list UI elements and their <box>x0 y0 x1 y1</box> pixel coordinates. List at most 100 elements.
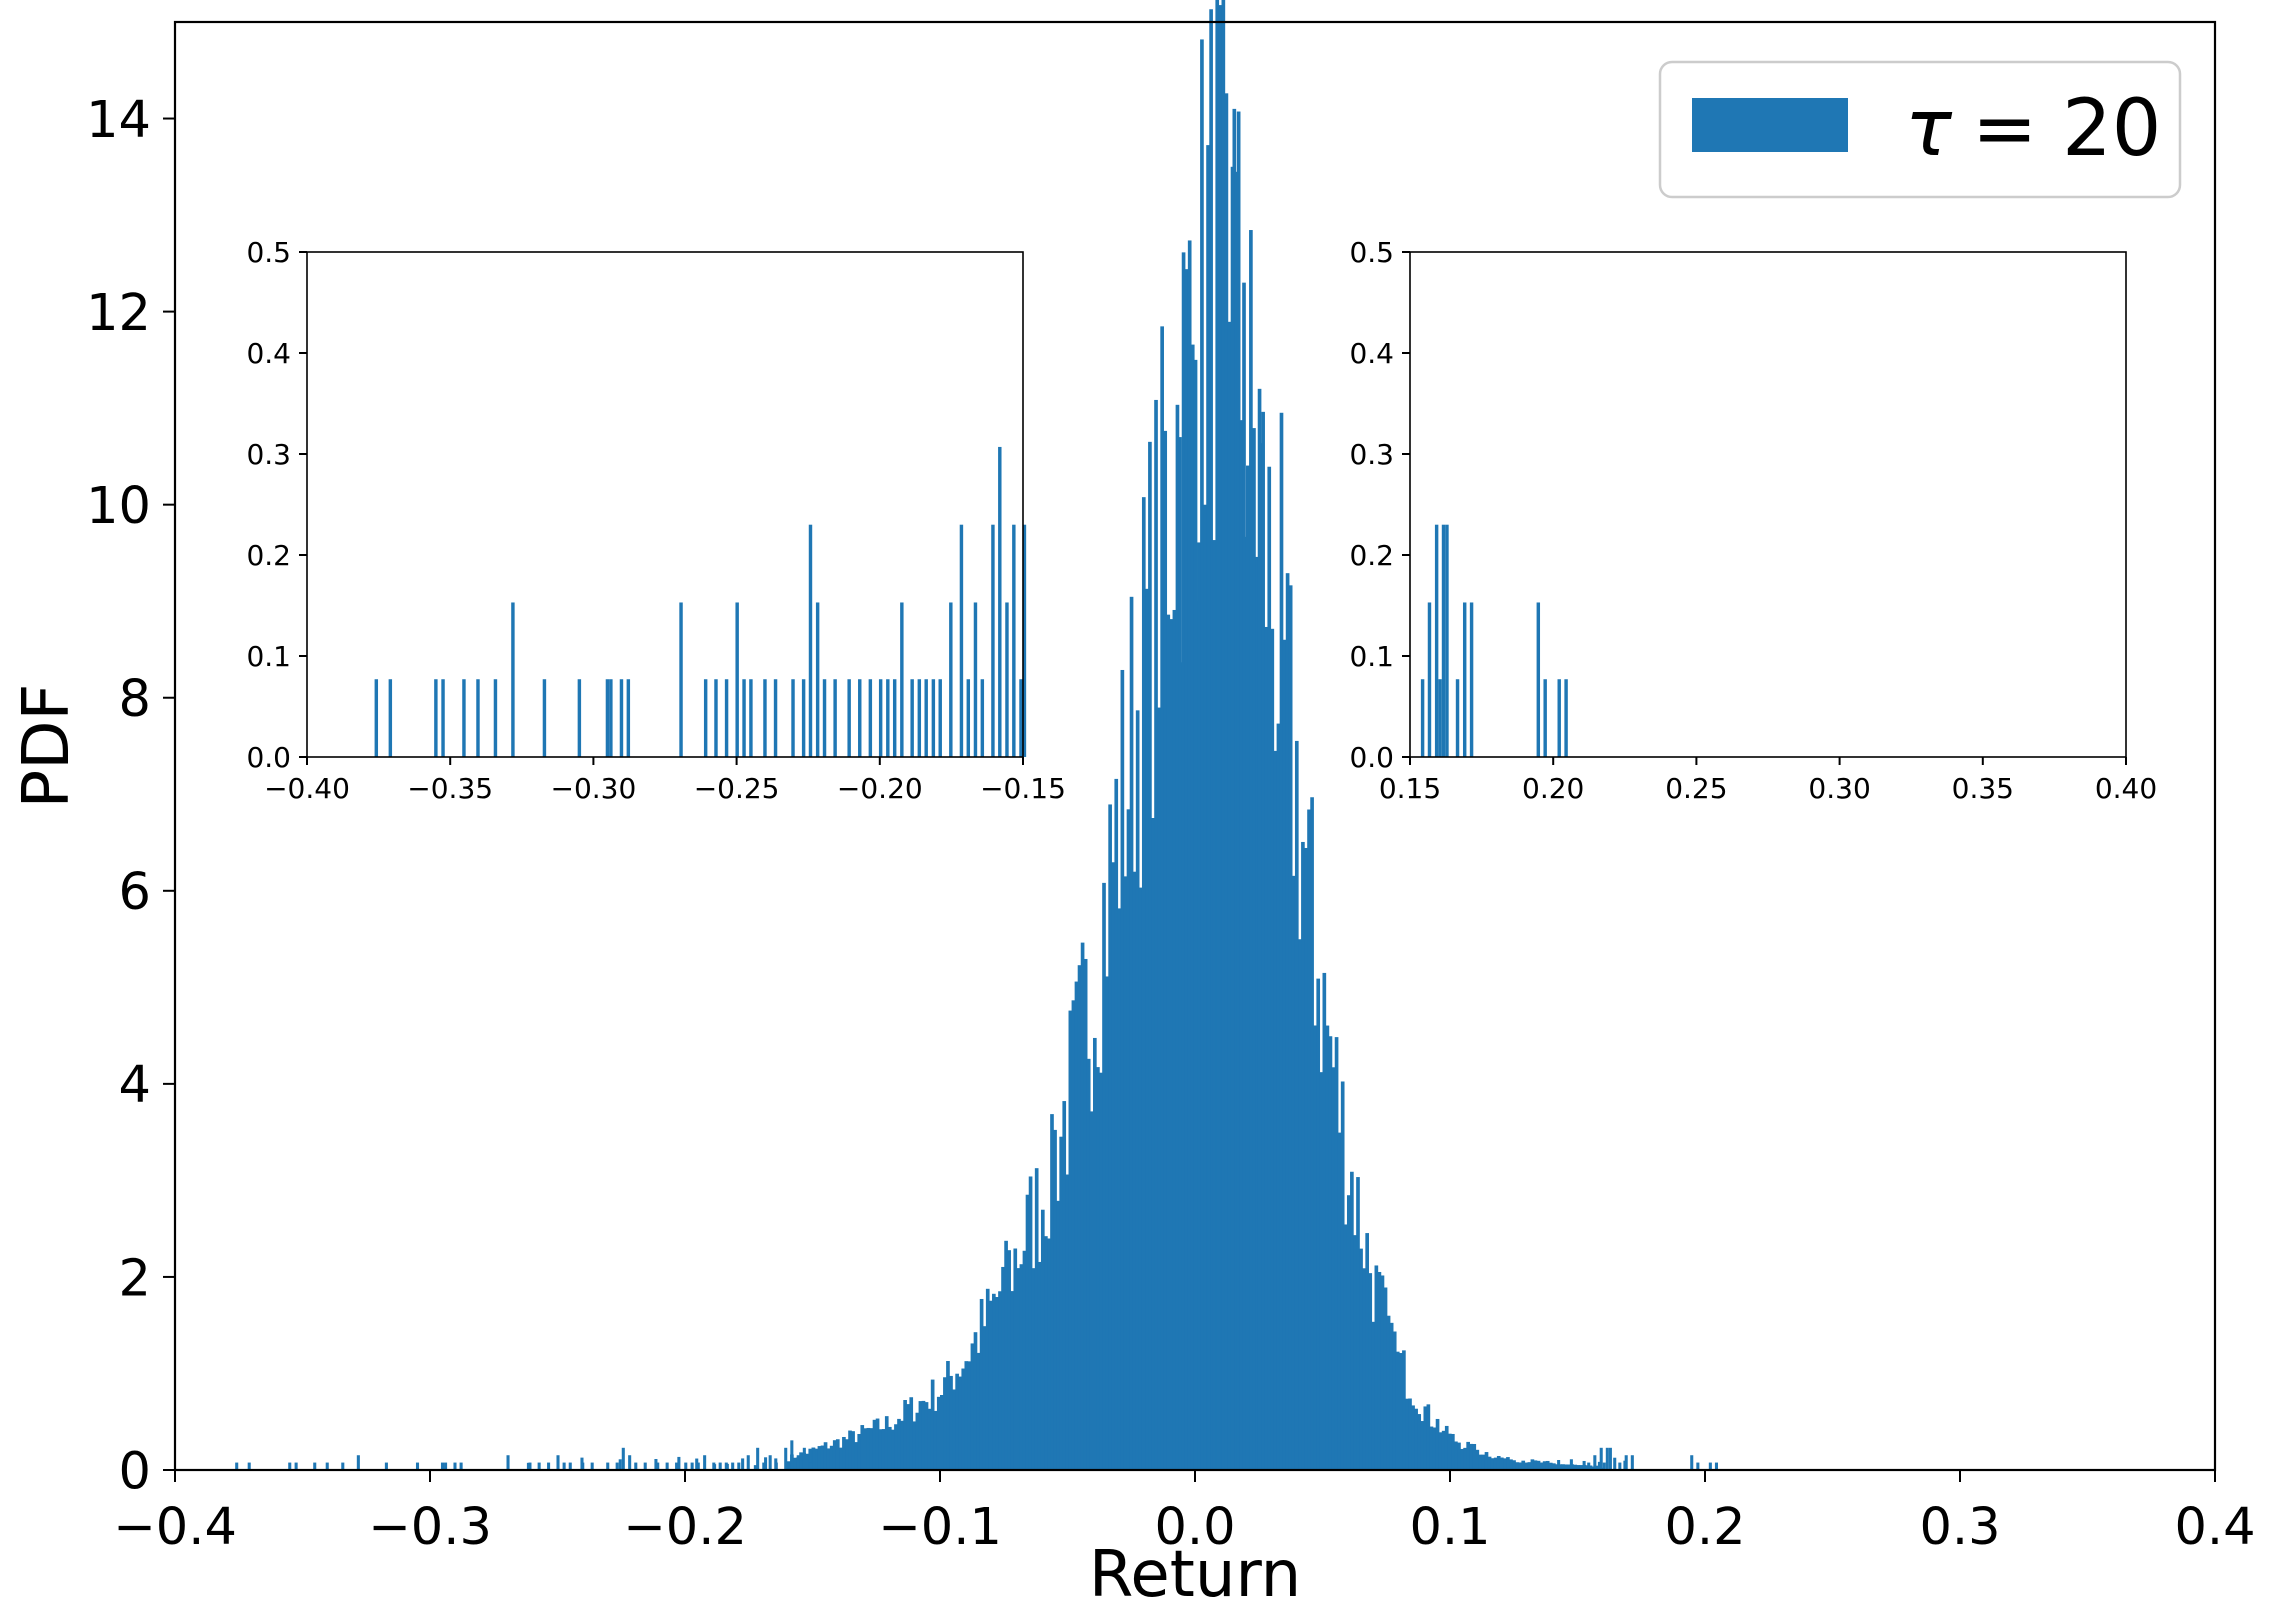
histogram-bar <box>1197 542 1201 1470</box>
histogram-bar <box>1557 679 1561 757</box>
histogram-bar <box>731 1462 735 1470</box>
histogram-bar <box>1285 573 1290 1470</box>
histogram-bar <box>1325 1025 1330 1470</box>
histogram-bar <box>992 1293 996 1470</box>
histogram-bar <box>1086 1058 1091 1470</box>
histogram-bar <box>1193 359 1198 1470</box>
histogram-bar <box>801 679 806 757</box>
histogram-bar <box>679 602 683 757</box>
y-tick-label: 14 <box>86 91 151 150</box>
histogram-bar <box>1608 1447 1612 1470</box>
histogram-bar <box>1151 818 1155 1470</box>
x-tick-label: 0.20 <box>1522 772 1584 805</box>
histogram-bar <box>1503 1458 1507 1470</box>
histogram-bar <box>1056 1200 1060 1470</box>
histogram-bar <box>1138 887 1143 1470</box>
histogram-bar <box>1451 1433 1455 1470</box>
histogram-bar <box>741 1458 745 1470</box>
histogram-bar <box>998 1291 1002 1470</box>
histogram-bar <box>1420 679 1425 757</box>
right-inset-frame <box>1409 251 2127 758</box>
histogram-bar <box>1454 1441 1458 1470</box>
histogram-bar <box>943 1377 947 1470</box>
histogram-bar <box>784 1447 788 1470</box>
histogram-bar <box>1093 1037 1097 1470</box>
histogram-bar <box>878 1429 883 1470</box>
histogram-bar <box>1582 1460 1586 1470</box>
histogram-bar <box>703 679 708 757</box>
x-tick-label: 0.30 <box>1808 772 1870 805</box>
x-tick-label: 0.25 <box>1665 772 1727 805</box>
histogram-bar <box>793 1457 797 1470</box>
histogram-bar <box>1200 39 1204 1470</box>
legend-label: τ = 20 <box>1905 84 2161 174</box>
histogram-bar <box>1469 1443 1474 1470</box>
histogram-bar <box>833 679 837 757</box>
histogram-bar <box>764 1457 768 1470</box>
histogram-bar <box>1690 1455 1694 1470</box>
histogram-bar <box>863 1428 868 1470</box>
histogram-bar <box>1524 1462 1529 1470</box>
histogram-bar <box>1343 1224 1348 1470</box>
histogram-bar <box>1181 252 1186 1470</box>
histogram-bar <box>955 1373 959 1470</box>
histogram-bar <box>1264 626 1269 1470</box>
histogram-bar <box>1089 1111 1094 1470</box>
histogram-bar <box>1441 524 1446 757</box>
histogram-bar <box>1395 1351 1400 1470</box>
histogram-bar <box>288 1462 292 1470</box>
x-tick-label: −0.20 <box>837 772 923 805</box>
histogram-bar <box>812 1447 816 1470</box>
histogram-bar <box>656 1462 660 1470</box>
histogram-bar <box>1527 1462 1532 1470</box>
histogram-bar <box>931 679 936 757</box>
y-tick-label: 0.2 <box>1349 539 1394 572</box>
histogram-bar <box>634 1462 638 1470</box>
histogram-bar <box>1368 1273 1373 1470</box>
histogram-bar <box>1224 93 1229 1471</box>
histogram-bar <box>854 1442 858 1470</box>
histogram-bar <box>1487 1456 1492 1470</box>
histogram-bar <box>665 1462 669 1470</box>
y-tick-label: 10 <box>86 477 151 536</box>
histogram-bar <box>1478 1454 1483 1470</box>
histogram-bar <box>1445 524 1449 757</box>
histogram-bar <box>1050 1114 1054 1470</box>
histogram-bar <box>1613 1457 1617 1470</box>
histogram-bar <box>1304 847 1308 1470</box>
histogram-bar <box>1530 1459 1535 1470</box>
histogram-bar <box>609 679 613 757</box>
histogram-bar <box>1169 619 1174 1470</box>
histogram-bar <box>713 1464 717 1470</box>
histogram-bar <box>762 1462 766 1470</box>
histogram-bar <box>791 679 795 757</box>
left-inset-background <box>307 252 1023 757</box>
histogram-bar <box>817 1446 822 1470</box>
histogram-bar <box>814 1448 819 1470</box>
histogram-bar <box>982 1326 987 1470</box>
histogram-bar <box>621 1447 625 1470</box>
histogram-bar <box>1696 1462 1700 1470</box>
histogram-bar <box>961 1368 966 1470</box>
histogram-bar <box>556 1455 560 1470</box>
histogram-bar <box>1536 1460 1541 1470</box>
histogram-bar <box>1605 1447 1609 1470</box>
histogram-bar <box>1356 1177 1360 1470</box>
histogram-bar <box>1447 1433 1452 1470</box>
y-tick-label: 0.5 <box>1349 236 1394 269</box>
histogram-bar <box>718 1462 722 1470</box>
y-tick-label: 0.2 <box>246 539 291 572</box>
histogram-bar <box>606 1462 610 1470</box>
histogram-bar <box>493 679 498 757</box>
histogram-bar <box>1160 326 1164 1470</box>
histogram-bar <box>1099 1072 1103 1470</box>
histogram-bar <box>985 1288 990 1470</box>
histogram-bar <box>1512 1460 1516 1470</box>
histogram-bar <box>1071 1000 1076 1470</box>
histogram-bar <box>967 1361 972 1470</box>
histogram-bar <box>839 1447 843 1470</box>
histogram-bar <box>1402 1350 1406 1470</box>
histogram-bar <box>1252 428 1256 1471</box>
histogram-bar <box>940 1395 944 1470</box>
right-inset-background <box>1410 252 2126 757</box>
